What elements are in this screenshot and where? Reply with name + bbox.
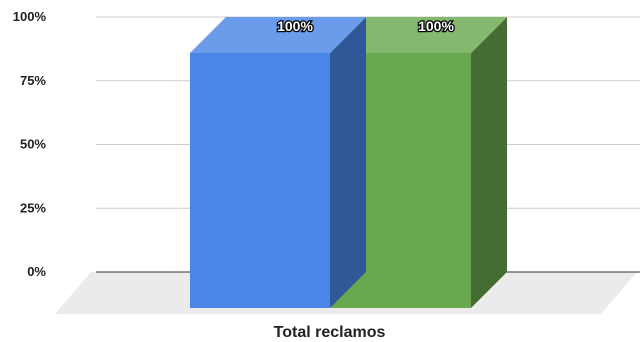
y-tick-label: 25% — [20, 200, 46, 215]
bar-top-face — [331, 17, 507, 53]
x-axis-category-labels: Total reclamos — [274, 324, 386, 341]
y-tick-label: 50% — [20, 137, 46, 152]
bar-side-face — [471, 17, 507, 308]
bar-side-face — [330, 17, 366, 308]
bar — [190, 17, 366, 308]
x-category-label: Total reclamos — [274, 324, 386, 341]
bar-top-face — [190, 17, 366, 53]
y-tick-label: 100% — [13, 9, 47, 24]
data-label: 100% — [418, 18, 454, 34]
bar-front-face — [190, 53, 330, 308]
data-labels: 100% 100% — [276, 17, 456, 36]
bar-series — [190, 17, 507, 308]
y-tick-label: 0% — [27, 264, 46, 279]
data-label: 100% — [277, 18, 313, 34]
y-axis-tick-labels: 0% 25% 50% 75% 100% — [13, 9, 47, 279]
y-tick-label: 75% — [20, 73, 46, 88]
